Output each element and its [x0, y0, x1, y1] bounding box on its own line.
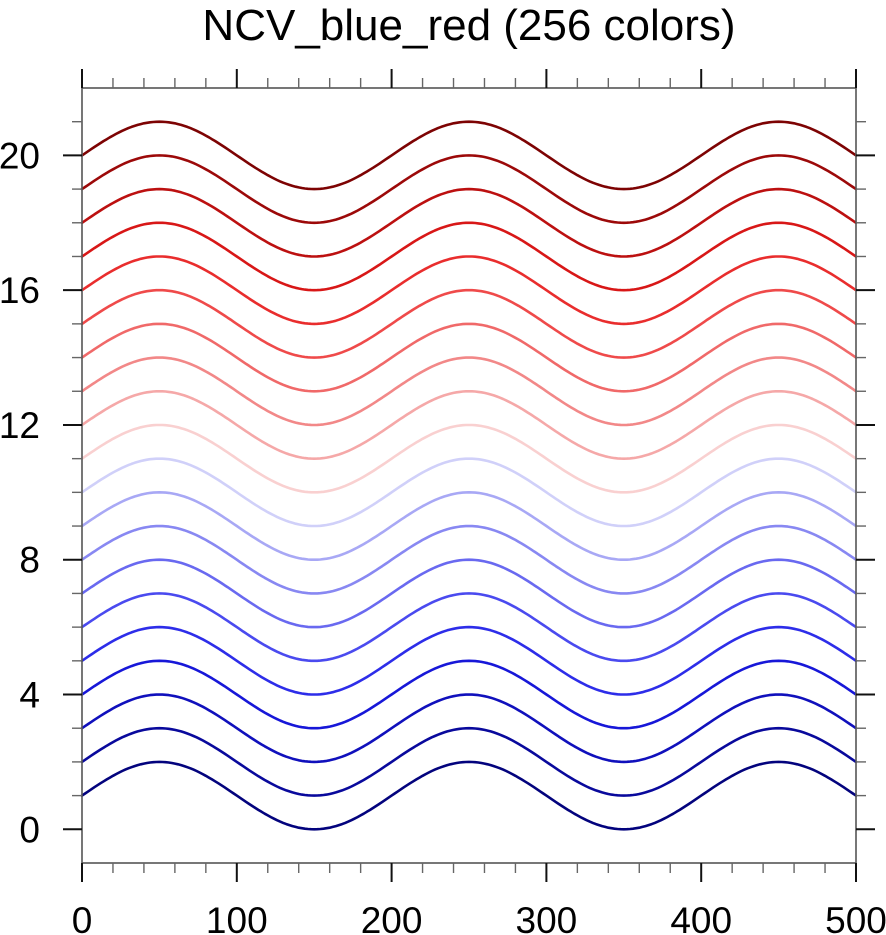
wave-curve-12: [80, 390, 858, 460]
x-tick-label: 500: [825, 900, 886, 935]
wave-curve-14: [80, 322, 858, 393]
y-tick-label: 0: [19, 809, 40, 850]
x-tick-label: 100: [206, 900, 268, 935]
wave-curve-04: [80, 659, 858, 730]
y-tick-label: 16: [0, 270, 40, 311]
wave-curve-06: [80, 592, 858, 663]
axes-layer: [63, 69, 875, 882]
wave-curve-07: [80, 558, 858, 629]
wave-curve-08: [80, 524, 858, 595]
tick-labels-layer: 0 100 200 300 400 500 0 4 8 12 16 20: [0, 135, 886, 935]
wave-curve-10: [80, 457, 858, 528]
x-tick-label: 200: [361, 900, 423, 935]
curves-layer: [80, 120, 858, 831]
wave-curve-11: [80, 423, 858, 494]
wave-curve-09: [80, 491, 858, 561]
y-tick-label: 12: [0, 405, 40, 446]
wave-curve-15: [80, 288, 858, 359]
chart-title: NCV_blue_red (256 colors): [202, 1, 735, 50]
wave-curve-18: [80, 187, 858, 258]
x-tick-label: 0: [72, 900, 93, 935]
y-tick-label: 20: [0, 135, 40, 176]
wave-curve-19: [80, 154, 858, 225]
x-tick-label: 400: [670, 900, 732, 935]
plot-frame: [81, 87, 857, 864]
wave-curve-17: [80, 221, 858, 292]
wave-curve-02: [80, 726, 858, 797]
wave-curve-05: [80, 625, 858, 696]
wave-curve-16: [80, 255, 858, 326]
wave-curve-20: [80, 120, 858, 191]
y-tick-label: 8: [19, 540, 40, 581]
wave-curve-03: [80, 693, 858, 764]
y-tick-label: 4: [19, 675, 40, 716]
x-tick-label: 300: [516, 900, 578, 935]
wave-curve-13: [80, 356, 858, 427]
wave-curve-01: [80, 760, 858, 831]
